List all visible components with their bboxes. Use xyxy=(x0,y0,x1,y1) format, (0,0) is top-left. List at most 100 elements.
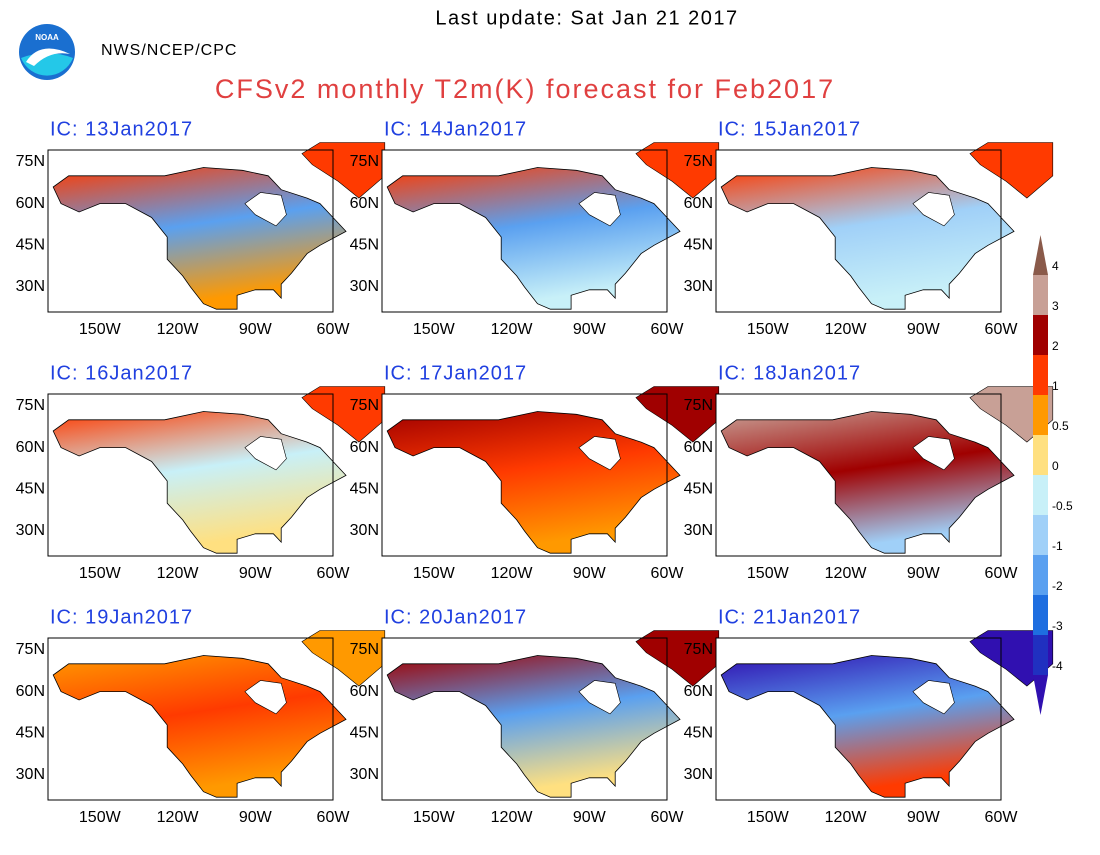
colorbar-label: 3 xyxy=(1052,299,1059,313)
panel-label: IC: 15Jan2017 xyxy=(718,118,861,140)
lon-label: 60W xyxy=(651,321,685,338)
lon-label: 120W xyxy=(825,321,868,338)
panel-label: IC: 16Jan2017 xyxy=(50,362,193,384)
lon-label: 90W xyxy=(239,321,273,338)
lat-label: 45N xyxy=(684,725,713,742)
lat-label: 30N xyxy=(684,522,713,539)
lat-label: 60N xyxy=(684,439,713,456)
colorbar-label: -3 xyxy=(1052,619,1063,633)
lat-label: 30N xyxy=(350,522,379,539)
colorbar-segment xyxy=(1033,395,1048,435)
lat-label: 45N xyxy=(350,725,379,742)
lon-label: 60W xyxy=(317,565,351,582)
lon-label: 150W xyxy=(79,321,122,338)
lon-label: 120W xyxy=(491,321,534,338)
lon-label: 120W xyxy=(825,809,868,826)
greenland xyxy=(635,386,720,443)
map-frame xyxy=(715,149,1002,313)
lat-label: 30N xyxy=(350,766,379,783)
colorbar-segment xyxy=(1033,595,1048,635)
colorbar-label: -1 xyxy=(1052,539,1063,553)
lat-label: 60N xyxy=(684,683,713,700)
panel-label: IC: 13Jan2017 xyxy=(50,118,193,140)
lat-label: 75N xyxy=(16,153,45,170)
colorbar-segment xyxy=(1033,315,1048,355)
map-frame xyxy=(715,393,1002,557)
panel-label: IC: 19Jan2017 xyxy=(50,606,193,628)
colorbar-tip xyxy=(1033,675,1048,715)
lon-label: 60W xyxy=(651,809,685,826)
lat-label: 45N xyxy=(350,237,379,254)
colorbar-segment xyxy=(1033,555,1048,595)
lat-label: 45N xyxy=(684,481,713,498)
lat-label: 75N xyxy=(16,397,45,414)
lon-label: 60W xyxy=(317,809,351,826)
lon-label: 150W xyxy=(413,565,456,582)
colorbar-label: -0.5 xyxy=(1052,499,1073,513)
map-frame xyxy=(381,637,668,801)
panel-label: IC: 14Jan2017 xyxy=(384,118,527,140)
lat-label: 60N xyxy=(16,195,45,212)
main-title: CFSv2 monthly T2m(K) forecast for Feb201… xyxy=(215,74,835,104)
logo-gull xyxy=(26,48,70,66)
colorbar-segment xyxy=(1033,435,1048,475)
map-panel: IC: 15Jan2017 75N 60N 45N 30N 150W 120W 90W 60W xyxy=(684,118,1054,338)
panel-label: IC: 17Jan2017 xyxy=(384,362,527,384)
lon-label: 150W xyxy=(79,809,122,826)
lon-label: 60W xyxy=(651,565,685,582)
update-text: Last update: Sat Jan 21 2017 xyxy=(435,7,738,29)
greenland xyxy=(969,142,1054,199)
lat-label: 75N xyxy=(684,397,713,414)
lon-label: 120W xyxy=(157,565,200,582)
colorbar-label: 0.5 xyxy=(1052,419,1069,433)
lon-label: 120W xyxy=(491,809,534,826)
lat-label: 75N xyxy=(350,153,379,170)
lat-label: 30N xyxy=(684,766,713,783)
lat-label: 75N xyxy=(684,153,713,170)
panel-label: IC: 21Jan2017 xyxy=(718,606,861,628)
lat-label: 30N xyxy=(16,522,45,539)
lat-label: 45N xyxy=(350,481,379,498)
lat-label: 30N xyxy=(16,766,45,783)
colorbar-label: 0 xyxy=(1052,459,1059,473)
colorbar-segment xyxy=(1033,635,1048,675)
lat-label: 30N xyxy=(684,278,713,295)
lat-label: 60N xyxy=(684,195,713,212)
hudson-bay xyxy=(578,436,621,471)
lat-label: 45N xyxy=(684,237,713,254)
lon-label: 90W xyxy=(239,565,273,582)
lon-label: 60W xyxy=(985,321,1019,338)
noaa-logo: NOAA xyxy=(19,24,75,80)
hudson-bay xyxy=(244,192,287,227)
lon-label: 90W xyxy=(907,321,941,338)
map-frame xyxy=(47,149,334,313)
colorbar-label: -4 xyxy=(1052,659,1063,673)
greenland xyxy=(301,630,386,687)
hudson-bay xyxy=(244,680,287,715)
panel-label: IC: 20Jan2017 xyxy=(384,606,527,628)
map-frame xyxy=(47,393,334,557)
agency-text: NWS/NCEP/CPC xyxy=(101,42,237,59)
lat-label: 30N xyxy=(350,278,379,295)
lon-label: 90W xyxy=(573,321,607,338)
colorbar-segment xyxy=(1033,475,1048,515)
map-panel: IC: 14Jan2017 75N 60N 45N 30N 150W 120W 90W 60W xyxy=(350,118,720,338)
lat-label: 45N xyxy=(16,481,45,498)
lon-label: 150W xyxy=(747,809,790,826)
hudson-bay xyxy=(912,192,955,227)
lon-label: 90W xyxy=(239,809,273,826)
lat-label: 60N xyxy=(16,683,45,700)
map-frame xyxy=(715,637,1002,801)
hudson-bay xyxy=(578,680,621,715)
map-frame xyxy=(381,149,668,313)
map-panel: IC: 18Jan2017 75N 60N 45N 30N 150W 120W 90W 60W xyxy=(684,362,1054,582)
colorbar-label: 1 xyxy=(1052,379,1059,393)
lon-label: 90W xyxy=(907,809,941,826)
lon-label: 120W xyxy=(491,565,534,582)
lat-label: 60N xyxy=(350,439,379,456)
lon-label: 120W xyxy=(825,565,868,582)
lon-label: 90W xyxy=(573,565,607,582)
map-panel: IC: 16Jan2017 75N 60N 45N 30N 150W 120W 90W 60W xyxy=(16,362,386,582)
lat-label: 75N xyxy=(350,641,379,658)
